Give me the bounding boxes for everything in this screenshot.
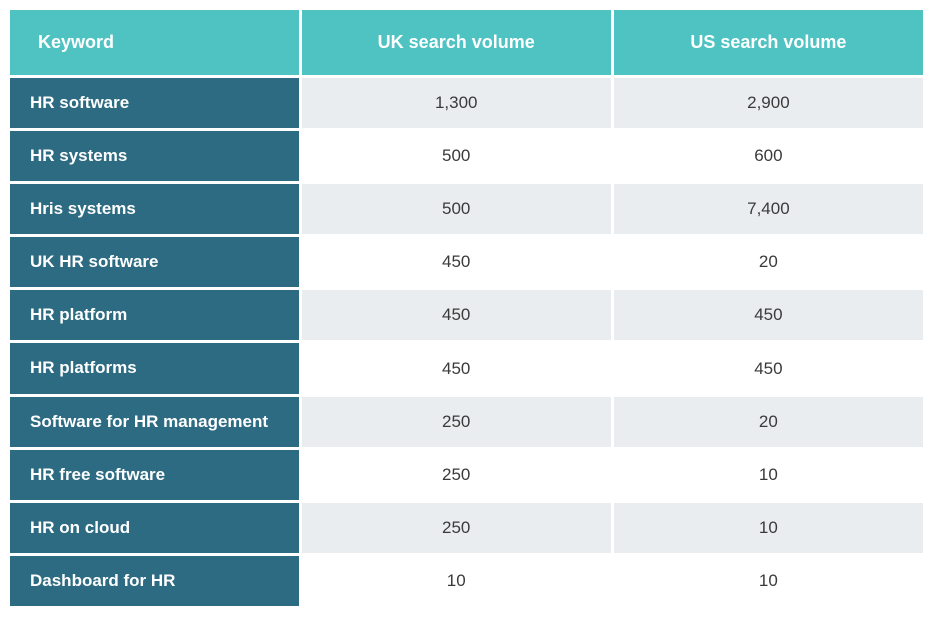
us-volume-cell: 450 bbox=[614, 343, 923, 393]
uk-volume-cell: 250 bbox=[302, 450, 611, 500]
table-row: HR free software25010 bbox=[10, 450, 923, 500]
us-volume-cell: 10 bbox=[614, 450, 923, 500]
table-row: HR platform450450 bbox=[10, 290, 923, 340]
uk-volume-cell: 500 bbox=[302, 131, 611, 181]
us-volume-cell: 450 bbox=[614, 290, 923, 340]
header-us-volume: US search volume bbox=[614, 10, 923, 75]
us-volume-cell: 600 bbox=[614, 131, 923, 181]
keyword-cell: HR free software bbox=[10, 450, 299, 500]
uk-volume-cell: 1,300 bbox=[302, 78, 611, 128]
uk-volume-cell: 10 bbox=[302, 556, 611, 606]
keyword-cell: UK HR software bbox=[10, 237, 299, 287]
uk-volume-cell: 500 bbox=[302, 184, 611, 234]
table-row: HR platforms450450 bbox=[10, 343, 923, 393]
table-row: HR software1,3002,900 bbox=[10, 78, 923, 128]
keyword-cell: Dashboard for HR bbox=[10, 556, 299, 606]
keyword-cell: Software for HR management bbox=[10, 397, 299, 447]
uk-volume-cell: 450 bbox=[302, 290, 611, 340]
us-volume-cell: 2,900 bbox=[614, 78, 923, 128]
header-uk-volume: UK search volume bbox=[302, 10, 611, 75]
table-header-row: Keyword UK search volume US search volum… bbox=[10, 10, 923, 75]
us-volume-cell: 10 bbox=[614, 556, 923, 606]
table-row: HR on cloud25010 bbox=[10, 503, 923, 553]
us-volume-cell: 20 bbox=[614, 397, 923, 447]
table-row: HR systems500600 bbox=[10, 131, 923, 181]
keyword-cell: HR platforms bbox=[10, 343, 299, 393]
keyword-cell: HR software bbox=[10, 78, 299, 128]
uk-volume-cell: 250 bbox=[302, 503, 611, 553]
table-row: Hris systems5007,400 bbox=[10, 184, 923, 234]
uk-volume-cell: 450 bbox=[302, 237, 611, 287]
us-volume-cell: 7,400 bbox=[614, 184, 923, 234]
uk-volume-cell: 250 bbox=[302, 397, 611, 447]
keyword-cell: HR systems bbox=[10, 131, 299, 181]
table-row: Software for HR management25020 bbox=[10, 397, 923, 447]
uk-volume-cell: 450 bbox=[302, 343, 611, 393]
search-volume-table: Keyword UK search volume US search volum… bbox=[10, 10, 923, 606]
us-volume-cell: 20 bbox=[614, 237, 923, 287]
keyword-cell: HR on cloud bbox=[10, 503, 299, 553]
header-keyword: Keyword bbox=[10, 10, 299, 75]
keyword-cell: HR platform bbox=[10, 290, 299, 340]
table-row: UK HR software45020 bbox=[10, 237, 923, 287]
table-row: Dashboard for HR1010 bbox=[10, 556, 923, 606]
keyword-cell: Hris systems bbox=[10, 184, 299, 234]
us-volume-cell: 10 bbox=[614, 503, 923, 553]
